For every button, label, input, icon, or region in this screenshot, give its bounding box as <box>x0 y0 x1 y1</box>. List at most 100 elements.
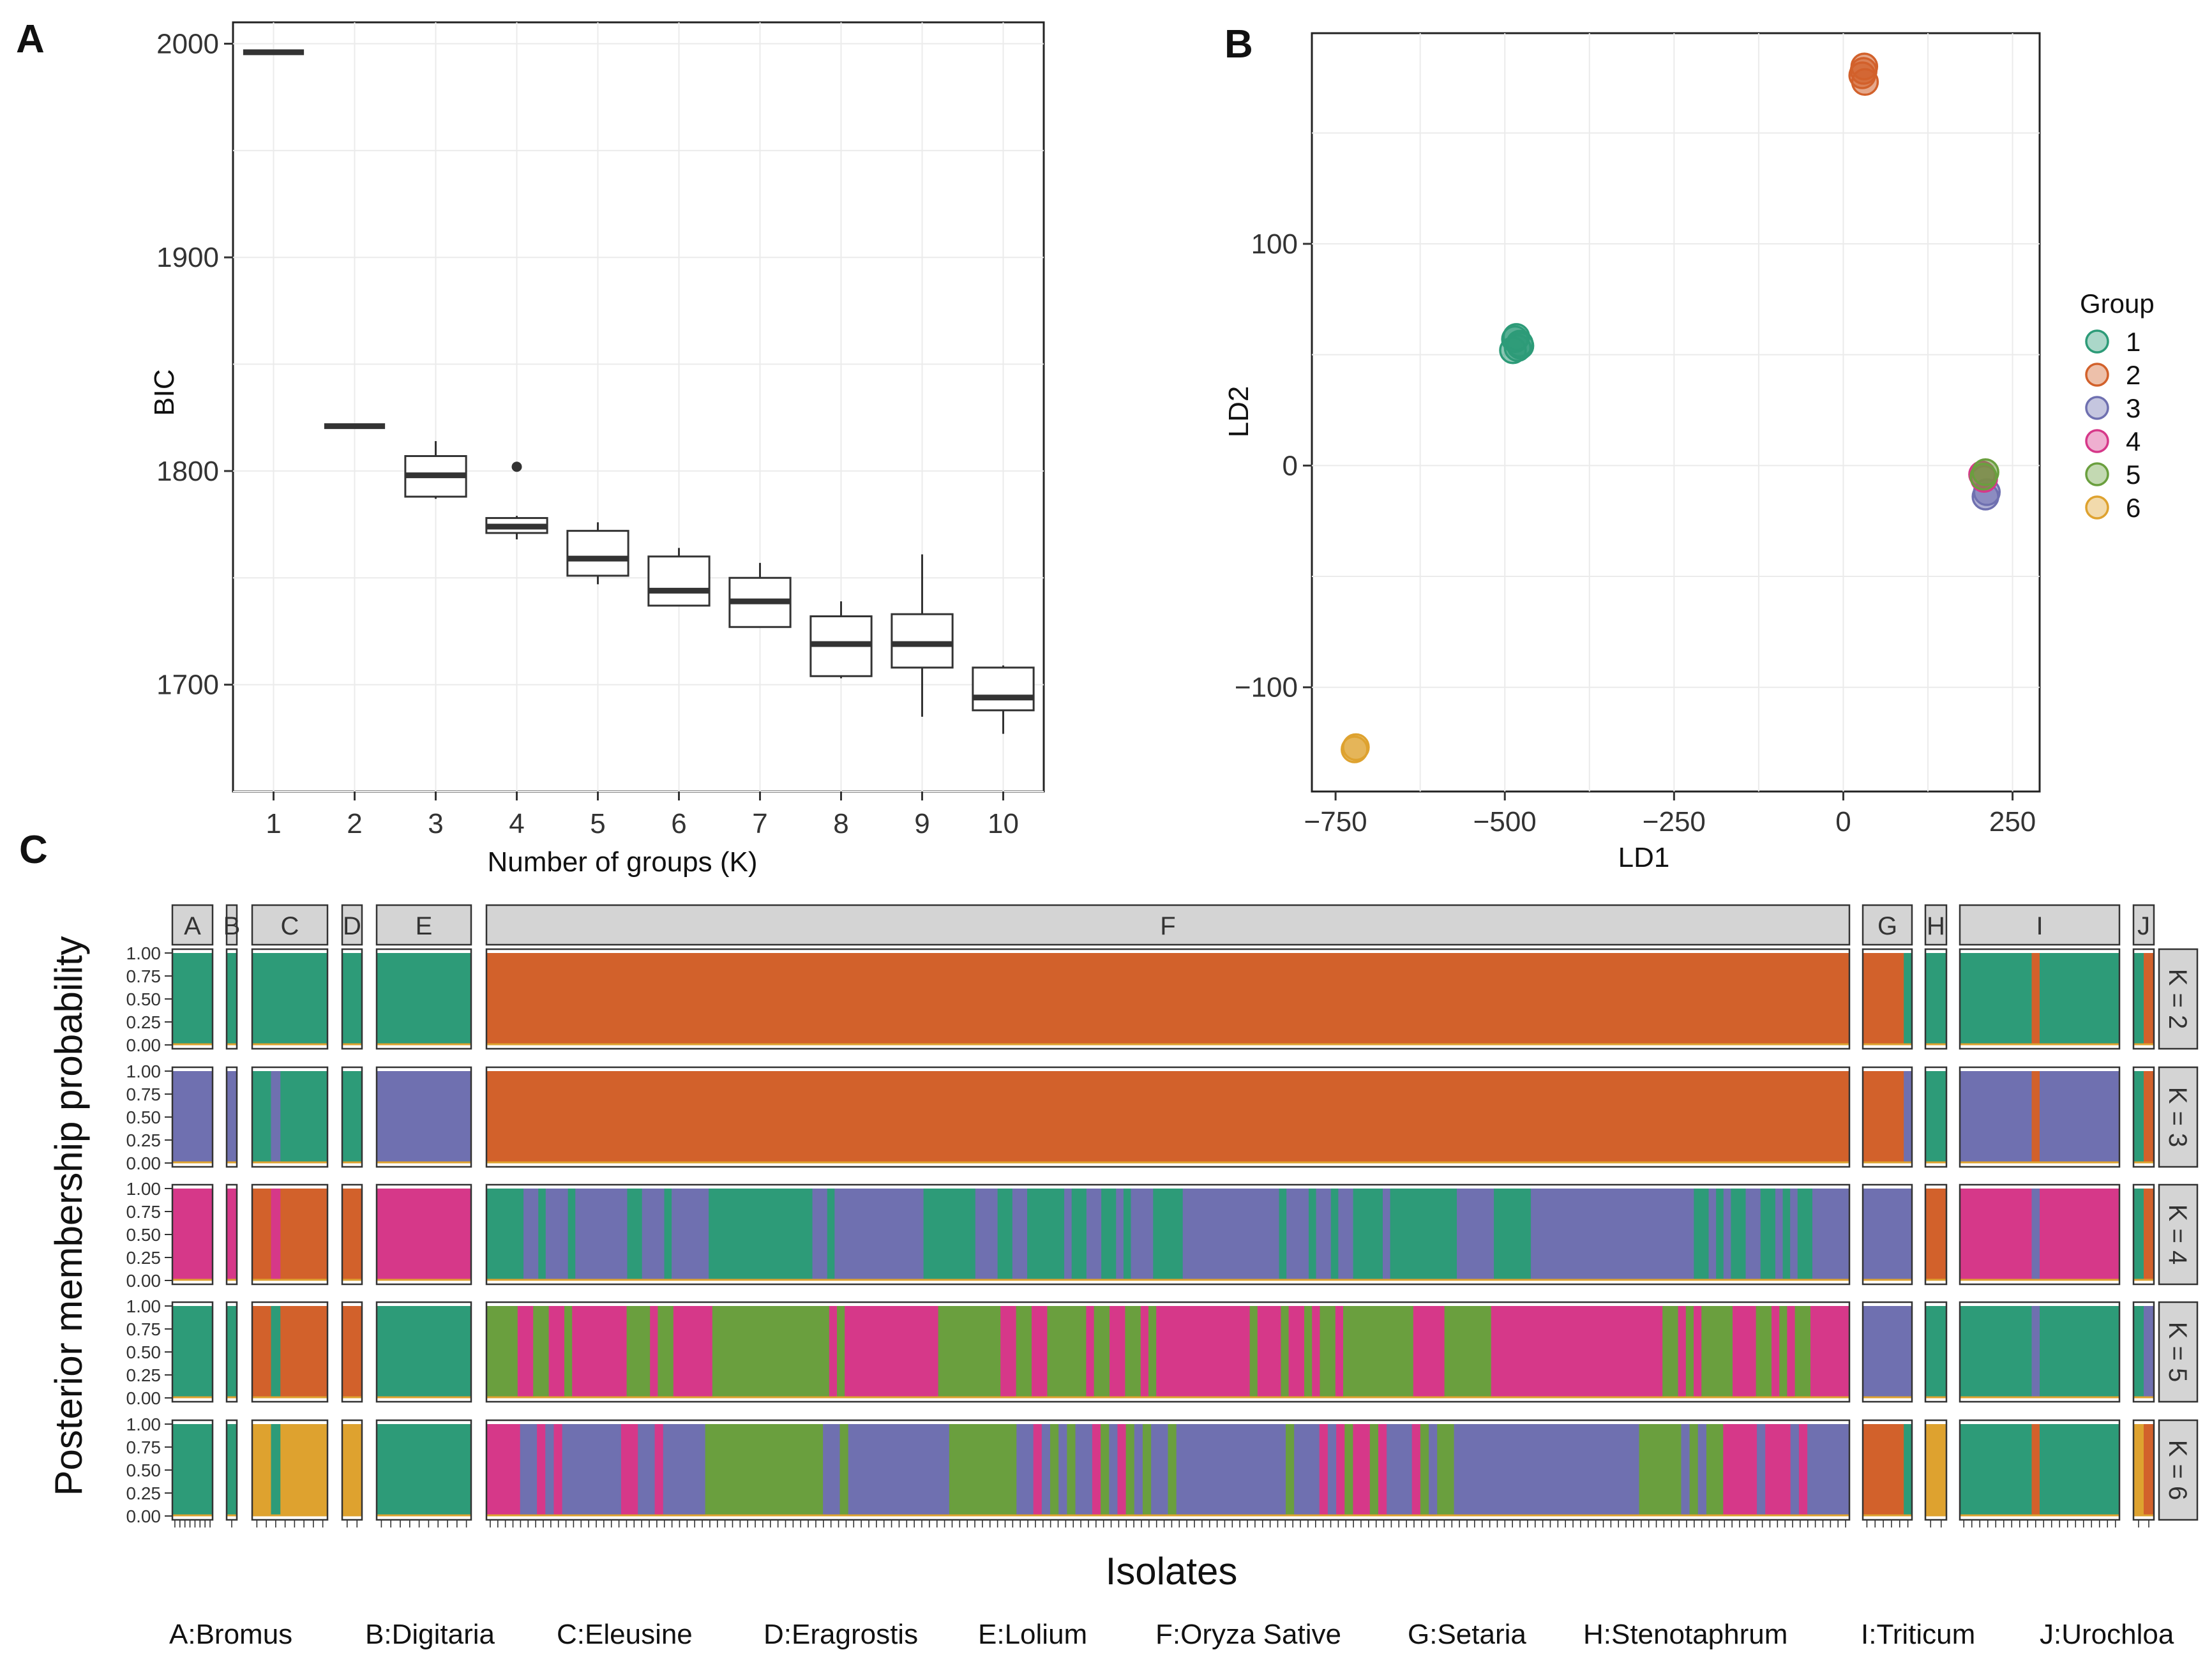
membership-bar-segment <box>1286 1424 1295 1516</box>
row-strip <box>2158 1183 2199 1286</box>
membership-bar-segment <box>1101 1189 1117 1280</box>
membership-bar-segment <box>1117 1424 1127 1516</box>
membership-bar-segment <box>280 1071 328 1163</box>
legend-label-group-3: 3 <box>2126 393 2141 423</box>
membership-bar-segment <box>673 1306 713 1398</box>
membership-bar-segment <box>1109 1424 1118 1516</box>
membership-bar-segment <box>1000 1306 1017 1398</box>
facet-panel-border <box>2132 1183 2155 1286</box>
facet-panel-border <box>225 1066 238 1168</box>
facet-panel-border <box>485 1301 1851 1403</box>
membership-bar-segment <box>1320 1306 1336 1398</box>
facet-panel-border <box>2132 948 2155 1050</box>
panel-a-x-tick-label: 2 <box>347 808 362 839</box>
membership-bar-segment <box>1420 1424 1429 1516</box>
facet-strip-H <box>1924 904 1948 946</box>
membership-bar-segment <box>658 1306 674 1398</box>
membership-bar-segment <box>1279 1189 1287 1280</box>
membership-bar-segment <box>1281 1306 1290 1398</box>
membership-bar-segment <box>812 1189 828 1280</box>
membership-bar-segment <box>1697 1424 1707 1516</box>
membership-bar-segment <box>172 1424 213 1516</box>
membership-bar-segment <box>1723 1424 1757 1516</box>
membership-bar-segment <box>1092 1424 1101 1516</box>
membership-bar-segment <box>975 1189 998 1280</box>
membership-bar-segment <box>654 1424 664 1516</box>
membership-bar-segment <box>2040 1424 2120 1516</box>
membership-bar-segment <box>172 953 213 1045</box>
membership-bar-segment <box>1327 1424 1337 1516</box>
facet-panel-border <box>1862 1066 1913 1168</box>
membership-bar-segment <box>664 1189 672 1280</box>
membership-bar-segment <box>1437 1424 1455 1516</box>
panel-a-box-k7 <box>728 562 792 628</box>
facet-panel-border <box>1959 1066 2121 1168</box>
membership-bar-segment <box>829 1306 838 1398</box>
host-key-entry: F:Oryza Sative <box>1155 1619 1341 1650</box>
membership-bar-segment <box>2133 953 2144 1045</box>
facet-strip-C <box>251 904 329 946</box>
membership-bar-segment <box>1336 1424 1345 1516</box>
facet-panel-border <box>375 1183 472 1286</box>
legend-label-group-2: 2 <box>2126 360 2141 390</box>
membership-bar-segment <box>2031 1306 2040 1398</box>
panel-b-point-group-6 <box>1342 733 1370 762</box>
membership-bar-segment <box>1863 953 1904 1045</box>
membership-bar-segment <box>1454 1424 1640 1516</box>
panel-a-y-axis-title: BIC <box>149 369 180 416</box>
facet-B: B <box>223 904 240 1527</box>
row-y-tick-label: 0.50 <box>126 1460 162 1480</box>
membership-bar-segment <box>1182 1189 1280 1280</box>
facet-G: G <box>1862 904 1913 1527</box>
membership-bar-segment <box>1756 1306 1772 1398</box>
membership-bar-segment <box>486 1424 521 1516</box>
facet-panel-border <box>1924 1301 1948 1403</box>
panel-a-box-k10 <box>972 665 1035 734</box>
facet-strip-label: G <box>1877 912 1897 940</box>
membership-bar-segment <box>252 1189 272 1280</box>
panel-b-scatter: −750 −500 −250 0 250 −100 0 100 LD1 LD2 Group 1… <box>1223 32 2155 873</box>
membership-bar-segment <box>1694 1189 1710 1280</box>
membership-bar-segment <box>1316 1189 1332 1280</box>
panel-label-a: A <box>16 17 45 61</box>
membership-bar-segment <box>252 1306 272 1398</box>
membership-bar-segment <box>1330 1189 1339 1280</box>
facet-panel-border <box>375 1301 472 1403</box>
membership-bar-segment <box>342 953 363 1045</box>
facet-panel-border <box>375 948 472 1050</box>
membership-bar-segment <box>1794 1306 1811 1398</box>
membership-bar-segment <box>377 1189 472 1280</box>
membership-bar-segment <box>1176 1424 1286 1516</box>
panel-b-y-tick-label: 100 <box>1251 229 1298 260</box>
facet-strip-B <box>225 904 238 946</box>
facet-panel-border <box>1924 1183 1948 1286</box>
row-strip-label: K = 5 <box>2163 1322 2192 1383</box>
facet-panel-border <box>1862 1301 1913 1403</box>
membership-bar-segment <box>1925 953 1947 1045</box>
membership-bar-segment <box>712 1306 830 1398</box>
facet-panel-border <box>1862 1183 1913 1286</box>
membership-bar-segment <box>1491 1306 1663 1398</box>
facet-strip-label: A <box>184 912 201 940</box>
membership-bar-segment <box>2144 1071 2155 1163</box>
facet-strip-A <box>171 904 214 946</box>
membership-bar-segment <box>1807 1424 1850 1516</box>
membership-bar-segment <box>252 1071 272 1163</box>
membership-bar-segment <box>568 1189 576 1280</box>
facet-panel-border <box>225 1183 238 1286</box>
row-y-tick-label: 1.00 <box>126 943 162 963</box>
membership-bar-segment <box>2144 1424 2155 1516</box>
panel-a-x-tick-label: 7 <box>752 808 767 839</box>
membership-bar-segment <box>1116 1189 1124 1280</box>
row-strip <box>2158 948 2199 1050</box>
legend-key-group-6 <box>2085 495 2109 520</box>
membership-bar-segment <box>1016 1306 1032 1398</box>
membership-bar-segment <box>1733 1306 1757 1398</box>
panel-b-x-tick-label: −250 <box>1643 806 1706 837</box>
facet-C: C <box>251 904 329 1527</box>
membership-bar-segment <box>1863 1189 1913 1280</box>
facet-J: J <box>2132 904 2155 1527</box>
membership-bar-segment <box>827 1189 835 1280</box>
membership-bar-segment <box>1790 1189 1798 1280</box>
membership-bar-segment <box>227 1071 237 1163</box>
